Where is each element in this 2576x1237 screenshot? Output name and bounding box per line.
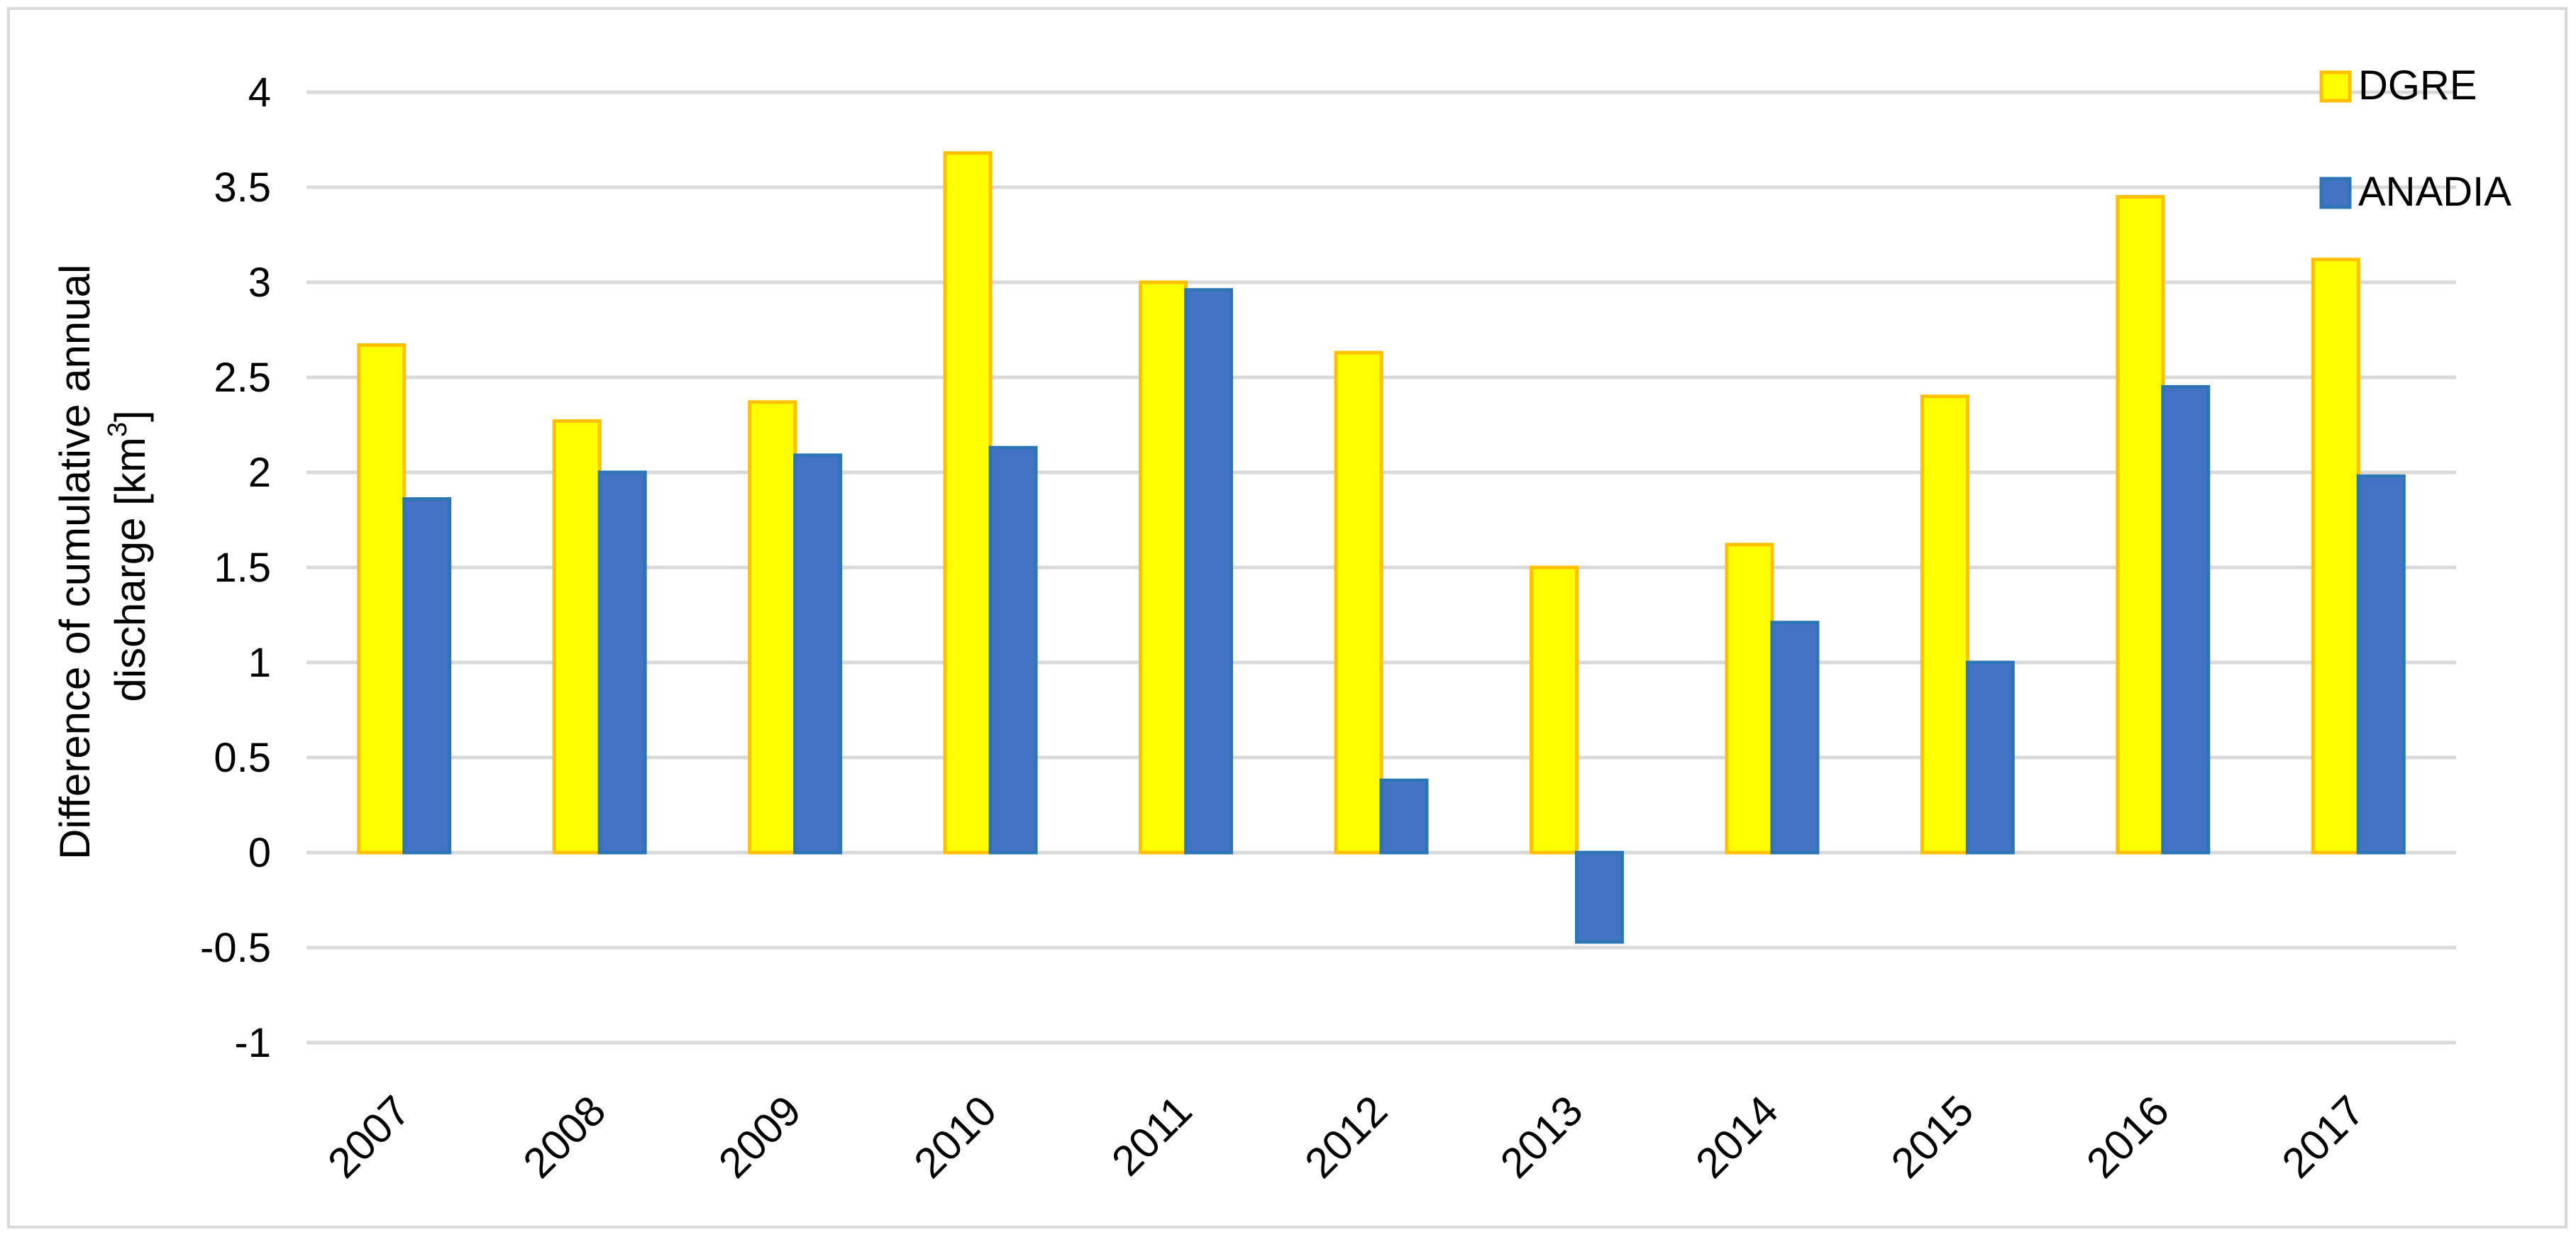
bar-chart: 4 3.5 3 2.5 2 1.5 1 0.5 0 -0.5 -1 2007 2008 2009 2010… (51, 62, 2511, 1187)
y-tick-label: 3.5 (214, 165, 271, 211)
x-tick-label: 2017 (2273, 1087, 2374, 1187)
legend-label-dgre: DGRE (2358, 62, 2477, 109)
x-axis-ticks: 2007 2008 2009 2010 2011 2012 2013 2014 2015 2016… (319, 1087, 2373, 1187)
bar-dgre-2010 (943, 151, 993, 855)
bar-anadia-2007 (402, 497, 452, 855)
bar-dgre-2011 (1139, 280, 1188, 855)
y-tick-label: 2.5 (214, 355, 271, 401)
legend-swatch-anadia (2319, 177, 2352, 209)
y-tick-label: -0.5 (200, 925, 271, 971)
y-axis-title-superscript: 3 (103, 422, 133, 437)
bar-anadia-2014 (1770, 621, 1820, 855)
bars (357, 151, 2406, 944)
x-tick-label: 2009 (709, 1087, 810, 1187)
legend-label-anadia: ANADIA (2358, 169, 2511, 215)
bar-dgre-2016 (2116, 194, 2165, 855)
x-tick-label: 2012 (1295, 1087, 1396, 1187)
x-tick-label: 2016 (2077, 1087, 2178, 1187)
y-tick-label: 1.5 (214, 545, 271, 591)
x-tick-label: 2011 (1102, 1087, 1201, 1185)
chart-frame: 4 3.5 3 2.5 2 1.5 1 0.5 0 -0.5 -1 2007 2008 2009 2010… (7, 7, 2567, 1228)
bar-anadia-2009 (793, 453, 843, 855)
bar-anadia-2010 (988, 445, 1038, 855)
x-tick-label: 2014 (1686, 1087, 1787, 1187)
y-axis-title-line1: Difference of cumulative annual (51, 265, 99, 860)
bar-dgre-2007 (357, 343, 407, 855)
y-axis-title-line2: discharge [km (106, 437, 154, 701)
y-tick-label: 2 (248, 450, 271, 496)
bar-anadia-2017 (2356, 474, 2406, 855)
y-tick-label: 1 (248, 640, 271, 686)
x-tick-label: 2013 (1491, 1087, 1592, 1187)
bar-anadia-2012 (1379, 778, 1429, 855)
y-tick-label: 0 (248, 830, 271, 876)
x-tick-label: 2015 (1882, 1087, 1983, 1187)
y-axis-ticks: 4 3.5 3 2.5 2 1.5 1 0.5 0 -0.5 -1 (200, 70, 271, 1066)
y-axis-title-end: ] (106, 410, 154, 422)
legend: DGRE ANADIA (2319, 62, 2511, 215)
bar-anadia-2011 (1184, 288, 1234, 855)
bar-anadia-2015 (1965, 660, 2015, 855)
y-tick-label: 3 (248, 260, 271, 306)
bar-anadia-2016 (2161, 384, 2211, 855)
bar-anadia-2013 (1574, 850, 1624, 944)
x-tick-label: 2007 (319, 1087, 419, 1187)
y-tick-label: 0.5 (214, 735, 271, 781)
bar-dgre-2014 (1725, 543, 1774, 855)
y-tick-label: -1 (234, 1020, 271, 1066)
bar-anadia-2008 (597, 470, 647, 855)
bar-dgre-2008 (552, 419, 602, 855)
bar-dgre-2009 (748, 400, 797, 855)
legend-swatch-dgre (2319, 70, 2352, 103)
bar-dgre-2013 (1529, 565, 1579, 855)
y-axis-title: Difference of cumulative annual discharg… (51, 253, 154, 860)
x-tick-label: 2010 (905, 1087, 1006, 1187)
x-tick-label: 2008 (514, 1087, 615, 1187)
bar-dgre-2017 (2311, 257, 2360, 855)
bar-dgre-2015 (1920, 394, 1969, 855)
y-tick-label: 4 (248, 70, 271, 116)
bar-dgre-2012 (1334, 350, 1383, 855)
